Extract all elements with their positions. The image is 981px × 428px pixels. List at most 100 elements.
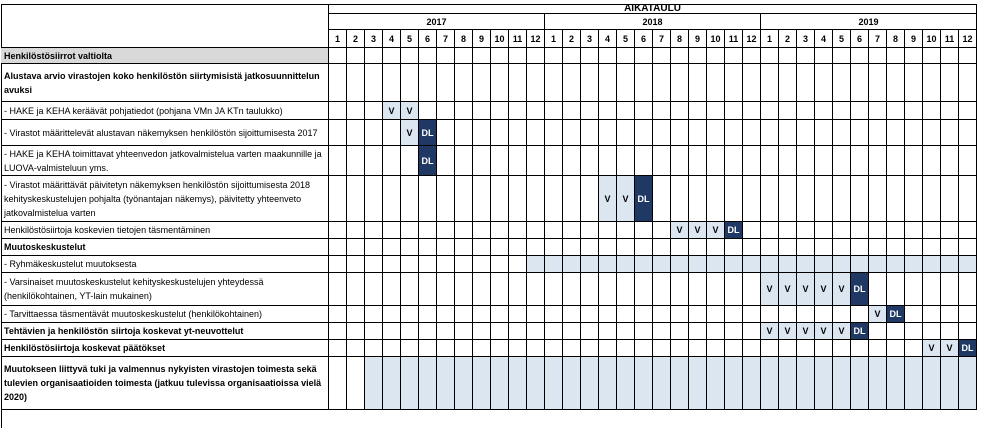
month-header: 4 xyxy=(599,30,617,48)
grid-cell xyxy=(761,222,779,239)
grid-cell xyxy=(941,146,959,176)
header-corner xyxy=(1,4,329,48)
grid-cell xyxy=(347,340,365,357)
grid-cell xyxy=(869,102,887,120)
grid-cell xyxy=(869,222,887,239)
grid-cell xyxy=(959,146,977,176)
grid-cell xyxy=(671,306,689,323)
grid-cell xyxy=(959,176,977,222)
grid-cell xyxy=(797,256,815,273)
grid-cell xyxy=(941,256,959,273)
grid-cell xyxy=(851,48,869,64)
deadline-cell: DL xyxy=(887,306,905,323)
grid-cell xyxy=(923,102,941,120)
grid-cell xyxy=(509,176,527,222)
grid-cell xyxy=(653,176,671,222)
grid-cell xyxy=(473,306,491,323)
grid-cell xyxy=(689,64,707,102)
grid-cell xyxy=(923,64,941,102)
month-header: 8 xyxy=(887,30,905,48)
grid-cell xyxy=(887,273,905,306)
grid-cell xyxy=(419,48,437,64)
grid-cell xyxy=(527,357,545,410)
grid-cell xyxy=(581,323,599,340)
month-header: 10 xyxy=(707,30,725,48)
grid-cell xyxy=(815,120,833,146)
grid-cell xyxy=(455,323,473,340)
grid-cell xyxy=(707,256,725,273)
grid-cell xyxy=(869,357,887,410)
deadline-cell: DL xyxy=(725,222,743,239)
grid-cell xyxy=(887,340,905,357)
grid-cell xyxy=(779,239,797,256)
grid-cell xyxy=(617,102,635,120)
grid-cell xyxy=(797,222,815,239)
grid-cell xyxy=(473,340,491,357)
grid-cell xyxy=(725,120,743,146)
task-label: - Virastot määrittelevät alustavan näkem… xyxy=(1,120,329,146)
grid-cell xyxy=(599,256,617,273)
grid-cell xyxy=(473,256,491,273)
grid-cell xyxy=(563,176,581,222)
grid-cell xyxy=(509,239,527,256)
grid-cell xyxy=(383,256,401,273)
grid-cell xyxy=(923,306,941,323)
grid-cell xyxy=(779,48,797,64)
grid-cell xyxy=(689,340,707,357)
schedule-title: AIKATAULU xyxy=(329,3,977,14)
grid-cell xyxy=(851,102,869,120)
grid-cell xyxy=(941,323,959,340)
grid-cell xyxy=(365,340,383,357)
grid-cell xyxy=(833,340,851,357)
grid-cell xyxy=(347,306,365,323)
grid-cell xyxy=(725,64,743,102)
grid-cell xyxy=(329,146,347,176)
grid-cell xyxy=(455,176,473,222)
activity-cell: V xyxy=(689,222,707,239)
month-header: 2 xyxy=(563,30,581,48)
grid-cell xyxy=(329,48,347,64)
grid-cell xyxy=(653,273,671,306)
grid-cell xyxy=(329,102,347,120)
grid-cell xyxy=(491,222,509,239)
activity-cell: V xyxy=(941,340,959,357)
grid-cell xyxy=(581,306,599,323)
activity-cell: V xyxy=(779,273,797,306)
grid-cell xyxy=(779,306,797,323)
grid-cell xyxy=(563,357,581,410)
grid-cell xyxy=(599,64,617,102)
grid-cell xyxy=(401,146,419,176)
grid-cell xyxy=(761,306,779,323)
grid-cell xyxy=(725,239,743,256)
task-label: - HAKE ja KEHA keräävät pohjatiedot (poh… xyxy=(1,102,329,120)
grid-cell xyxy=(635,102,653,120)
grid-cell xyxy=(473,222,491,239)
grid-cell xyxy=(707,102,725,120)
grid-cell xyxy=(419,222,437,239)
grid-cell xyxy=(743,357,761,410)
grid-cell xyxy=(761,256,779,273)
grid-cell xyxy=(743,239,761,256)
month-header: 8 xyxy=(455,30,473,48)
grid-cell xyxy=(437,357,455,410)
grid-cell xyxy=(779,102,797,120)
grid-cell xyxy=(941,273,959,306)
grid-cell xyxy=(815,239,833,256)
grid-cell xyxy=(473,64,491,102)
grid-cell xyxy=(509,48,527,64)
grid-cell xyxy=(797,102,815,120)
grid-cell xyxy=(815,176,833,222)
grid-cell xyxy=(419,256,437,273)
grid-cell xyxy=(491,340,509,357)
grid-cell xyxy=(365,120,383,146)
grid-cell xyxy=(671,102,689,120)
activity-cell: V xyxy=(869,306,887,323)
year-header: 2017 xyxy=(329,14,545,30)
grid-cell xyxy=(419,176,437,222)
grid-cell xyxy=(617,306,635,323)
grid-cell xyxy=(707,273,725,306)
grid-cell xyxy=(779,64,797,102)
grid-cell xyxy=(941,48,959,64)
task-label: Henkilöstösiirtoja koskevien tietojen tä… xyxy=(1,222,329,239)
deadline-cell: DL xyxy=(419,120,437,146)
